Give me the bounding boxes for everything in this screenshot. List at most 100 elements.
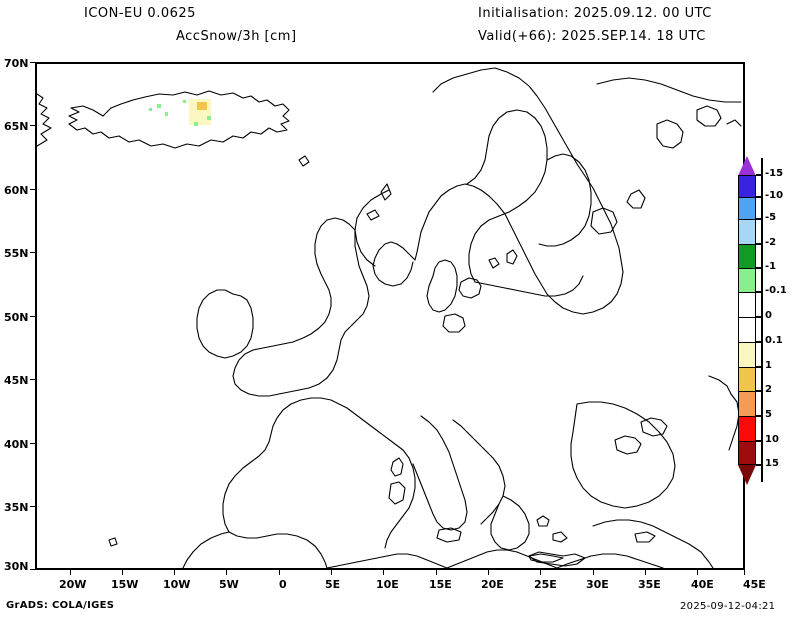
colorbar-band [738, 175, 756, 197]
colorbar-label-neg1: -1 [765, 261, 777, 272]
x-tick-label-25e: 25E [534, 578, 557, 591]
map-plot-area [35, 62, 745, 570]
colorbar-tick [756, 366, 762, 368]
x-tick-mark [540, 570, 541, 575]
colorbar-tick [756, 196, 762, 198]
colorbar-label-2: 2 [765, 384, 772, 395]
colorbar-tick [756, 341, 762, 343]
x-tick-label-5e: 5E [325, 578, 341, 591]
colorbar-label-neg5: -5 [765, 212, 777, 223]
y-tick-label-30n: 30N [4, 560, 29, 573]
colorbar-band [738, 367, 756, 391]
field-title: AccSnow/3h [cm] [176, 29, 297, 44]
colorbar-band [738, 244, 756, 268]
y-tick-mark [30, 316, 35, 317]
colorbar-band [738, 441, 756, 465]
colorbar-tick [756, 440, 762, 442]
x-tick-mark [279, 570, 280, 575]
x-tick-mark [697, 570, 698, 575]
colorbar-label-0: 0 [765, 310, 772, 321]
colorbar-band [738, 416, 756, 441]
x-tick-mark [436, 570, 437, 575]
x-tick-mark [331, 570, 332, 575]
colorbar-label-neg10: -10 [765, 190, 784, 201]
colorbar-separator [738, 342, 756, 343]
x-tick-label-45e: 45E [743, 578, 766, 591]
x-tick-mark [70, 570, 71, 575]
x-tick-label-35e: 35E [638, 578, 661, 591]
y-tick-mark [30, 189, 35, 190]
y-tick-label-70n: 70N [4, 57, 29, 70]
colorbar-band [738, 342, 756, 367]
colorbar-separator [738, 391, 756, 392]
x-tick-label-30e: 30E [586, 578, 609, 591]
valid-time-text: Valid(+66): 2025.SEP.14. 18 UTC [478, 29, 706, 44]
colorbar-label-neg0p1: -0.1 [765, 285, 787, 296]
colorbar-label-5: 5 [765, 409, 772, 420]
y-tick-label-60n: 60N [4, 184, 29, 197]
colorbar-separator [738, 416, 756, 417]
colorbar-band [738, 219, 756, 244]
colorbar-separator [738, 268, 756, 269]
x-tick-mark [122, 570, 123, 575]
y-tick-mark [30, 62, 35, 63]
colorbar-separator [738, 317, 756, 318]
coastlines-group [37, 67, 742, 568]
colorbar-tick [756, 218, 762, 220]
colorbar-bands [738, 175, 756, 465]
colorbar-separator [738, 219, 756, 220]
x-tick-mark [174, 570, 175, 575]
colorbar-separator [738, 441, 756, 442]
colorbar-separator [738, 175, 756, 176]
colorbar-label-1: 1 [765, 360, 772, 371]
x-tick-mark [488, 570, 489, 575]
y-tick-mark [30, 506, 35, 507]
colorbar-separator [738, 464, 756, 465]
colorbar-tick [756, 464, 762, 466]
colorbar-label-0p1: 0.1 [765, 335, 783, 346]
x-tick-mark [744, 570, 745, 575]
y-tick-label-55n: 55N [4, 247, 29, 260]
colorbar-separator [738, 244, 756, 245]
coastline-map [37, 67, 742, 568]
render-timestamp: 2025-09-12-04:21 [680, 601, 776, 612]
x-tick-label-5w: 5W [219, 578, 239, 591]
x-tick-mark [383, 570, 384, 575]
y-tick-label-65n: 65N [4, 120, 29, 133]
colorbar-band [738, 197, 756, 219]
colorbar-label-neg2: -2 [765, 237, 777, 248]
y-tick-label-35n: 35N [4, 501, 29, 514]
colorbar-separator [738, 292, 756, 293]
x-tick-label-15e: 15E [429, 578, 452, 591]
y-tick-label-50n: 50N [4, 311, 29, 324]
colorbar-separator [738, 367, 756, 368]
x-tick-label-20w: 20W [59, 578, 87, 591]
colorbar-axis-line [761, 158, 763, 482]
colorbar-band [738, 391, 756, 416]
y-tick-mark [30, 379, 35, 380]
x-tick-mark [593, 570, 594, 575]
colorbar-label-10: 10 [765, 434, 779, 445]
x-tick-label-10w: 10W [163, 578, 191, 591]
y-tick-label-40n: 40N [4, 438, 29, 451]
colorbar-tick [756, 390, 762, 392]
colorbar-separator [738, 197, 756, 198]
colorbar-tick [756, 243, 762, 245]
x-tick-mark [226, 570, 227, 575]
x-tick-label-0: 0 [279, 578, 287, 591]
colorbar-tick [756, 174, 762, 176]
y-tick-mark [30, 125, 35, 126]
initialisation-text: Initialisation: 2025.09.12. 00 UTC [478, 6, 712, 21]
colorbar-tick [756, 291, 762, 293]
snow-shading-layer [149, 99, 211, 126]
colorbar-band [738, 292, 756, 317]
x-tick-mark [645, 570, 646, 575]
colorbar-tick [756, 316, 762, 318]
y-tick-mark [30, 443, 35, 444]
colorbar-tick [756, 267, 762, 269]
colorbar-extend-min-arrow [738, 156, 756, 176]
x-tick-label-10e: 10E [376, 578, 399, 591]
x-tick-label-15w: 15W [111, 578, 139, 591]
colorbar-tick [756, 415, 762, 417]
